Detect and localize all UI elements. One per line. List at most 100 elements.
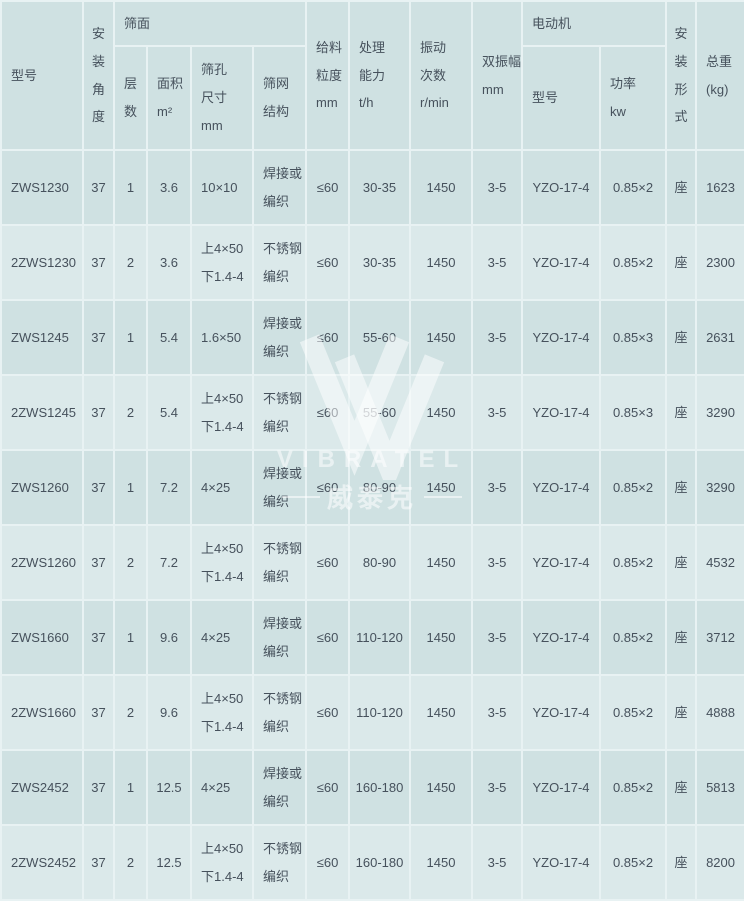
table-cell: 1 xyxy=(113,449,148,526)
table-cell: 3290 xyxy=(695,449,744,526)
table-cell: 80-90 xyxy=(348,449,412,526)
header-total-weight: 总重 (kg) xyxy=(695,0,744,151)
table-cell: 3-5 xyxy=(471,449,524,526)
table-cell: 3-5 xyxy=(471,374,524,451)
table-cell: 上4×50 下1.4-4 xyxy=(190,224,254,301)
table-cell: 2300 xyxy=(695,224,744,301)
table-cell: 0.85×2 xyxy=(599,449,668,526)
table-cell: ≤60 xyxy=(305,374,351,451)
table-cell: 1623 xyxy=(695,149,744,226)
table-row: 2ZWS1260 37 2 7.2 上4×50 下1.4-4 不锈钢 编织 ≤60 80-90… xyxy=(0,524,744,601)
table-cell: 37 xyxy=(82,749,115,826)
table-cell: 4×25 xyxy=(190,449,254,526)
table-row: 2ZWS1660 37 2 9.6 上4×50 下1.4-4 不锈钢 编织 ≤60 110-1… xyxy=(0,674,744,751)
table-cell: ≤60 xyxy=(305,524,351,601)
table-cell: 2ZWS1230 xyxy=(0,224,84,301)
table-cell: 3-5 xyxy=(471,299,524,376)
table-row: 2ZWS1230 37 2 3.6 上4×50 下1.4-4 不锈钢 编织 ≤60 30-35… xyxy=(0,224,744,301)
header-mesh-size: 筛孔 尺寸 mm xyxy=(190,45,254,151)
table-cell: YZO-17-4 xyxy=(521,749,602,826)
table-cell: 3-5 xyxy=(471,599,524,676)
header-install-angle: 安 装 角 度 xyxy=(82,0,115,151)
header-area: 面积 m² xyxy=(146,45,192,151)
table-cell: 37 xyxy=(82,149,115,226)
table-cell: ≤60 xyxy=(305,299,351,376)
table-cell: 焊接或 编织 xyxy=(251,449,308,526)
header-model: 型号 xyxy=(0,0,84,151)
table-row: 2ZWS1245 37 2 5.4 上4×50 下1.4-4 不锈钢 编织 ≤60 55-60… xyxy=(0,374,744,451)
table-cell: 0.85×2 xyxy=(599,749,668,826)
table-cell: 10×10 xyxy=(190,149,254,226)
table-cell: 焊接或 编织 xyxy=(251,299,308,376)
table-cell: 37 xyxy=(82,524,115,601)
table-cell: 2631 xyxy=(695,299,744,376)
table-cell: 37 xyxy=(82,449,115,526)
table-cell: ≤60 xyxy=(305,824,351,901)
table-cell: 不锈钢 编织 xyxy=(251,824,308,901)
table-cell: 5.4 xyxy=(146,299,192,376)
table-cell: 1.6×50 xyxy=(190,299,254,376)
table-cell: ≤60 xyxy=(305,749,351,826)
table-cell: 9.6 xyxy=(146,674,192,751)
table-cell: 2ZWS2452 xyxy=(0,824,84,901)
table-cell: 1 xyxy=(113,749,148,826)
table-cell: 3-5 xyxy=(471,674,524,751)
table-cell: 110-120 xyxy=(348,599,412,676)
header-motor: 电动机 xyxy=(521,0,668,47)
table-cell: 5813 xyxy=(695,749,744,826)
table-cell: YZO-17-4 xyxy=(521,374,602,451)
table-cell: 3-5 xyxy=(471,224,524,301)
table-cell: 37 xyxy=(82,224,115,301)
table-cell: 座 xyxy=(665,674,698,751)
table-cell: 3712 xyxy=(695,599,744,676)
header-capacity: 处理 能力 t/h xyxy=(348,0,412,151)
table-cell: 座 xyxy=(665,599,698,676)
table-cell: 2 xyxy=(113,824,148,901)
table-cell: 7.2 xyxy=(146,449,192,526)
table-cell: 1450 xyxy=(409,524,474,601)
table-cell: 3-5 xyxy=(471,824,524,901)
header-layers: 层 数 xyxy=(113,45,148,151)
table-cell: 55-60 xyxy=(348,299,412,376)
table-body: ZWS1230 37 1 3.6 10×10 焊接或 编织 ≤60 30-35 1450 3-5 Y… xyxy=(0,149,744,901)
table-cell: 焊接或 编织 xyxy=(251,599,308,676)
table-cell: 5.4 xyxy=(146,374,192,451)
header-motor-power: 功率 kw xyxy=(599,45,668,151)
table-cell: ≤60 xyxy=(305,149,351,226)
header-vibration-frequency: 振动 次数 r/min xyxy=(409,0,474,151)
table-cell: 1 xyxy=(113,599,148,676)
table-cell: YZO-17-4 xyxy=(521,449,602,526)
table-cell: 座 xyxy=(665,449,698,526)
header-install-form: 安 装 形 式 xyxy=(665,0,698,151)
table-cell: 0.85×2 xyxy=(599,149,668,226)
table-cell: 4×25 xyxy=(190,749,254,826)
table-cell: 37 xyxy=(82,374,115,451)
table-cell: 4532 xyxy=(695,524,744,601)
table-cell: 3-5 xyxy=(471,749,524,826)
table-cell: ZWS1230 xyxy=(0,149,84,226)
table-row: 2ZWS2452 37 2 12.5 上4×50 下1.4-4 不锈钢 编织 ≤60 160-… xyxy=(0,824,744,901)
table-cell: 3-5 xyxy=(471,149,524,226)
table-cell: 12.5 xyxy=(146,749,192,826)
table-cell: 2ZWS1660 xyxy=(0,674,84,751)
table-cell: ≤60 xyxy=(305,674,351,751)
header-motor-model: 型号 xyxy=(521,45,602,151)
table-cell: 1450 xyxy=(409,599,474,676)
table-cell: 1450 xyxy=(409,299,474,376)
table-cell: ZWS2452 xyxy=(0,749,84,826)
table-cell: 座 xyxy=(665,149,698,226)
table-cell: 1450 xyxy=(409,449,474,526)
table-cell: YZO-17-4 xyxy=(521,299,602,376)
table-cell: YZO-17-4 xyxy=(521,224,602,301)
header-screen-surface: 筛面 xyxy=(112,0,308,47)
table-cell: 4888 xyxy=(695,674,744,751)
table-cell: 0.85×3 xyxy=(599,299,668,376)
table-cell: 37 xyxy=(82,674,115,751)
table-cell: 110-120 xyxy=(348,674,412,751)
table-cell: 上4×50 下1.4-4 xyxy=(190,524,254,601)
table-cell: 0.85×2 xyxy=(599,599,668,676)
table-cell: 1 xyxy=(113,299,148,376)
table-cell: 座 xyxy=(665,824,698,901)
